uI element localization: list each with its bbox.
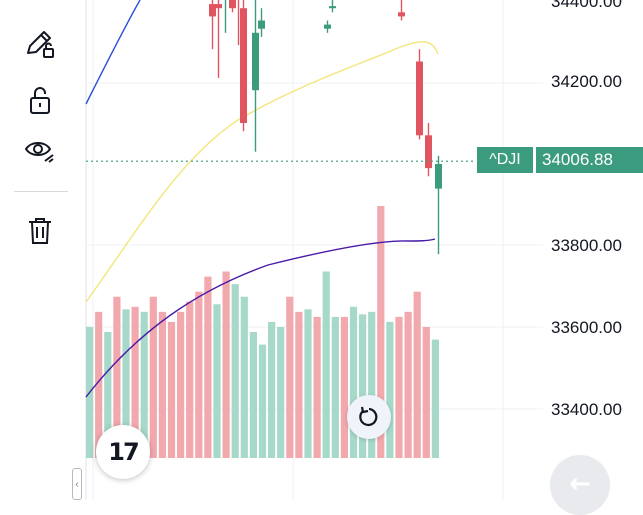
back-button[interactable]: ←: [550, 455, 610, 515]
volume-bar: [413, 291, 421, 458]
symbol-label: ^DJI: [477, 147, 533, 173]
moving-averages: [85, 0, 439, 398]
price-axis-tick: 33800.00: [551, 236, 622, 255]
candlesticks: [209, 0, 442, 255]
volume-bar: [177, 311, 185, 458]
candle-body: [209, 4, 216, 17]
volume-bar: [113, 296, 121, 458]
candle-body: [329, 6, 336, 9]
price-axis-tick: 33400.00: [551, 400, 622, 419]
price-chart[interactable]: [78, 0, 643, 500]
volume-bar: [386, 321, 394, 458]
candle-body: [215, 4, 222, 9]
volume-bar: [231, 284, 239, 458]
volume-bar: [268, 321, 276, 458]
candle-body: [229, 0, 236, 9]
price-axis-tick: 34200.00: [551, 72, 622, 91]
volume-bar: [149, 296, 157, 458]
tradingview-logo[interactable]: 17: [96, 425, 150, 479]
candle-body: [324, 24, 331, 29]
volume-bar: [331, 316, 339, 458]
volume-bar: [131, 306, 139, 458]
candle-body: [252, 32, 259, 91]
volume-bar: [158, 311, 166, 458]
candle-body: [240, 8, 247, 124]
volume-bar: [249, 332, 257, 458]
volume-bar: [422, 326, 430, 458]
current-price-label: 34006.88: [536, 147, 643, 173]
volume-bar: [258, 344, 267, 458]
volume-bar: [368, 311, 376, 458]
candle-body: [398, 12, 405, 17]
volume-bar: [186, 301, 194, 458]
candle-body: [425, 135, 432, 169]
volume-bar: [95, 311, 103, 458]
volume-bar: [195, 291, 203, 458]
volume-bar: [222, 271, 230, 458]
scroll-left-handle[interactable]: ‹: [72, 468, 82, 500]
moving-average-fast-line: [85, 0, 141, 105]
volume-bar: [395, 316, 403, 458]
reset-chart-button[interactable]: [347, 395, 391, 439]
volume-bar: [204, 276, 212, 458]
volume-bar: [286, 296, 294, 458]
volume-bar: [240, 296, 248, 458]
volume-bar: [277, 326, 285, 458]
volume-bar: [213, 304, 221, 458]
toolbar-divider: [14, 191, 68, 192]
volume-bar: [304, 309, 312, 458]
trash-icon[interactable]: [20, 210, 60, 250]
volume-bar: [167, 321, 176, 458]
volume-bar: [377, 206, 385, 458]
volume-bar: [349, 306, 358, 458]
volume-bars: [86, 206, 439, 458]
price-axis-tick: 33600.00: [551, 318, 622, 337]
volume-bar: [359, 314, 367, 458]
unlock-icon[interactable]: [20, 80, 60, 120]
arrow-left-icon: ←: [569, 469, 591, 499]
chart-area[interactable]: [78, 0, 643, 500]
reset-icon: [359, 406, 378, 427]
moving-average-mid-line: [85, 41, 439, 303]
price-axis-tick: 34400.00: [551, 0, 622, 11]
volume-bar: [122, 309, 130, 458]
volume-bar: [295, 311, 303, 458]
drawing-toolbar: [0, 0, 78, 500]
volume-bar: [140, 311, 148, 458]
volume-bar: [322, 271, 330, 458]
volume-bar: [431, 339, 439, 458]
volume-bar: [340, 316, 348, 458]
eye-icon[interactable]: [20, 130, 60, 170]
volume-bar: [313, 316, 321, 458]
candle-body: [435, 164, 442, 189]
volume-bar: [104, 332, 112, 458]
pencil-lock-icon[interactable]: [20, 24, 60, 64]
candle-body: [258, 20, 265, 29]
volume-bar: [404, 311, 412, 458]
moving-average-slow-line: [85, 238, 436, 398]
candle-body: [416, 61, 423, 136]
